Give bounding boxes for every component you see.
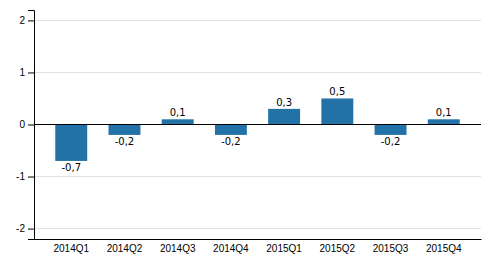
x-tick-label: 2014Q2 [107, 243, 143, 254]
y-tick-label: 2 [19, 15, 25, 26]
y-tick-mark [28, 20, 34, 21]
y-tick-label: 0 [19, 119, 25, 130]
y-tick-label: -2 [16, 223, 25, 234]
x-tick-label: 2014Q1 [53, 243, 89, 254]
grid-line [34, 20, 481, 21]
y-tick-mark [28, 177, 34, 178]
bar [268, 109, 300, 125]
bar [321, 98, 353, 124]
x-tick: 2014Q4 [213, 239, 249, 254]
data-label: -0,2 [221, 136, 241, 147]
x-tick-label: 2015Q4 [426, 243, 462, 254]
x-tick: 2015Q1 [266, 239, 302, 254]
x-tick: 2014Q3 [160, 239, 196, 254]
data-labels: -0,7 -0,2 0,1 -0,2 0,3 0,5 -0,2 0,1 [61, 86, 451, 173]
y-tick: 0 [19, 119, 34, 130]
x-tick-label: 2014Q3 [160, 243, 196, 254]
data-label: -0,7 [61, 162, 81, 173]
y-tick: -2 [16, 223, 34, 234]
data-label: -0,2 [381, 136, 401, 147]
y-tick-mark [28, 229, 34, 230]
y-tick: 1 [19, 67, 34, 78]
x-tick: 2014Q1 [53, 239, 89, 254]
data-label: -0,2 [115, 136, 135, 147]
chart: -2-10122014Q12014Q22014Q32014Q42015Q1201… [0, 0, 491, 265]
bar [55, 125, 87, 161]
x-tick-label: 2015Q2 [320, 243, 356, 254]
y-tick-label: -1 [16, 171, 25, 182]
x-tick-label: 2014Q4 [213, 243, 249, 254]
x-tick-label: 2015Q1 [266, 243, 302, 254]
grid-line [34, 124, 481, 125]
grid-line [34, 228, 481, 229]
data-label: 0,1 [436, 107, 452, 118]
x-tick: 2015Q2 [320, 239, 356, 254]
x-tick: 2015Q3 [373, 239, 409, 254]
bars [55, 98, 459, 160]
x-tick: 2015Q4 [426, 239, 462, 254]
bar [162, 119, 194, 124]
plot: -2-10122014Q12014Q22014Q32014Q42015Q1201… [16, 11, 481, 255]
data-label: 0,3 [276, 97, 292, 108]
y-tick: -1 [16, 171, 34, 182]
grid-line [34, 176, 481, 177]
zero-line [34, 124, 481, 125]
grid [34, 20, 481, 228]
data-label: 0,5 [329, 86, 345, 97]
y-tick-label: 1 [19, 67, 25, 78]
y-axis: -2 -1 0 1 2 [16, 11, 34, 240]
bar [215, 125, 247, 135]
bar [109, 125, 141, 135]
y-tick-mark [28, 125, 34, 126]
x-tick: 2014Q2 [107, 239, 143, 254]
grid-line [34, 72, 481, 73]
bar [375, 125, 407, 135]
y-tick-mark [28, 72, 34, 73]
x-axis: 2014Q1 2014Q2 2014Q3 2014Q4 2015Q1 2015Q2 2015… [35, 239, 482, 254]
x-axis-line [35, 239, 482, 240]
y-axis-line [28, 11, 35, 240]
x-tick-label: 2015Q3 [373, 243, 409, 254]
y-tick: 2 [19, 15, 34, 26]
bar [428, 119, 460, 124]
data-label: 0,1 [170, 107, 186, 118]
